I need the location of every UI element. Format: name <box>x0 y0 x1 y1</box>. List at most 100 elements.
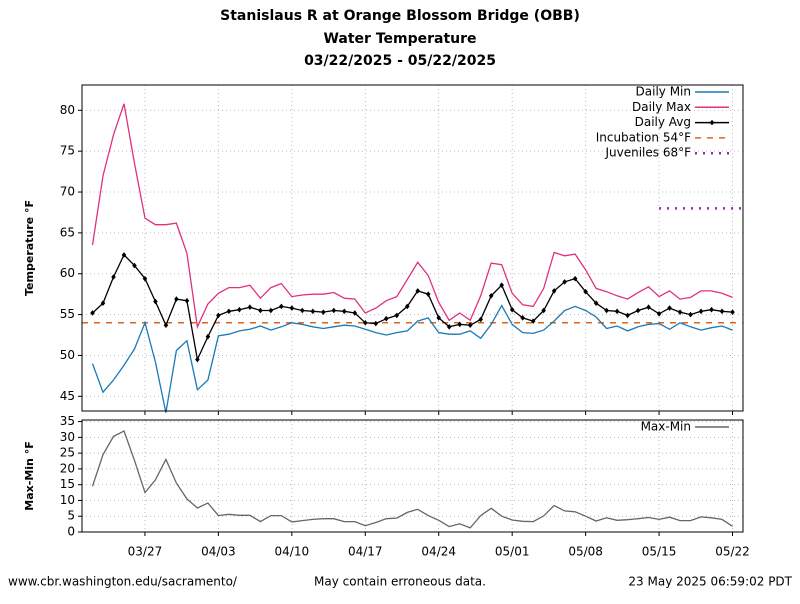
data-point <box>646 304 651 311</box>
data-point <box>457 321 463 328</box>
chart-title: Stanislaus R at Orange Blossom Bridge (O… <box>220 8 580 24</box>
data-point <box>174 296 179 302</box>
x-tick-label: 05/01 <box>495 545 530 559</box>
data-point <box>310 308 316 315</box>
data-point <box>373 320 379 327</box>
y-tick-label: 35 <box>60 414 75 428</box>
legend-label: Daily Max <box>632 100 691 114</box>
data-point <box>488 292 494 299</box>
data-point <box>667 305 672 311</box>
data-point <box>614 308 620 315</box>
series-line <box>91 304 733 413</box>
data-point <box>289 305 295 311</box>
date-range: 03/22/2025 - 05/22/2025 <box>304 53 496 69</box>
data-point <box>142 275 148 282</box>
series-line <box>91 430 733 529</box>
data-point <box>195 356 200 363</box>
data-point <box>509 306 515 313</box>
legend-label: Juveniles 68°F <box>604 146 691 160</box>
data-point <box>635 307 641 314</box>
footer-timestamp: 23 May 2025 06:59:02 PDT <box>628 575 792 589</box>
data-point <box>604 307 609 314</box>
data-point <box>709 306 714 313</box>
y-tick-label: 10 <box>60 493 75 507</box>
y-tick-label: 80 <box>60 103 75 117</box>
data-point <box>698 308 704 315</box>
footer-note: May contain erroneous data. <box>314 575 486 589</box>
data-point <box>237 306 242 313</box>
data-point <box>268 307 274 314</box>
x-tick-label: 04/24 <box>421 545 456 559</box>
data-point <box>446 324 452 330</box>
data-point <box>467 322 473 329</box>
data-point <box>551 288 557 294</box>
x-tick-label: 05/15 <box>642 545 677 559</box>
plot-frame <box>81 419 744 533</box>
data-point <box>730 309 735 315</box>
data-point <box>279 303 284 310</box>
y-tick-label: 50 <box>60 348 75 362</box>
y-tick-label: 75 <box>60 144 75 158</box>
data-point <box>572 275 578 282</box>
data-point <box>321 309 326 315</box>
x-tick-label: 05/08 <box>568 545 603 559</box>
data-point <box>625 312 630 319</box>
data-point <box>383 315 389 322</box>
data-point <box>436 315 442 321</box>
y-tick-label: 60 <box>60 266 75 280</box>
legend-label: Incubation 54°F <box>596 130 691 144</box>
data-point <box>404 303 410 310</box>
x-tick-label: 04/10 <box>275 545 310 559</box>
data-point <box>541 307 546 314</box>
data-point <box>688 311 693 318</box>
data-point <box>100 300 106 306</box>
data-point <box>226 308 232 315</box>
data-point <box>247 304 253 311</box>
series-line <box>92 253 733 362</box>
data-point <box>593 300 599 306</box>
data-point <box>258 307 263 314</box>
series-line <box>91 103 733 330</box>
data-point <box>163 322 169 329</box>
data-point <box>520 315 525 321</box>
y-tick-label: 20 <box>60 461 75 475</box>
y-tick-label: 30 <box>60 430 75 444</box>
data-point <box>331 307 337 314</box>
data-point <box>478 316 483 323</box>
y-tick-label: 25 <box>60 446 75 460</box>
data-point <box>562 279 567 285</box>
legend-label: Max-Min <box>641 420 691 434</box>
data-point <box>583 288 588 295</box>
legend-label: Daily Min <box>636 85 691 99</box>
plot-frame <box>81 84 744 412</box>
x-tick-label: 03/27 <box>128 545 163 559</box>
x-tick-label: 04/17 <box>348 545 383 559</box>
data-point <box>719 308 725 315</box>
y-tick-label: 55 <box>60 307 75 321</box>
data-point <box>362 319 368 326</box>
y-tick-label: 15 <box>60 477 75 491</box>
data-point <box>300 307 305 314</box>
x-tick-label: 04/03 <box>201 545 236 559</box>
data-point <box>656 310 662 317</box>
footer-url: www.cbr.washington.edu/sacramento/ <box>8 575 238 589</box>
legend-label: Daily Avg <box>635 115 691 129</box>
data-point <box>499 282 504 288</box>
data-point <box>153 298 158 305</box>
data-point <box>205 333 211 340</box>
y-tick-label: 5 <box>67 509 75 523</box>
data-point <box>90 310 95 316</box>
y-axis-label: Temperature °F <box>23 200 36 296</box>
data-point <box>425 291 431 297</box>
y-tick-label: 0 <box>67 525 75 539</box>
data-point <box>132 262 137 269</box>
data-point <box>342 308 347 315</box>
data-point <box>394 312 400 319</box>
x-tick-label: 05/22 <box>715 545 750 559</box>
data-point <box>184 297 190 304</box>
data-point <box>352 310 358 316</box>
y-tick-label: 70 <box>60 185 75 199</box>
y-tick-label: 65 <box>60 225 75 239</box>
data-point <box>677 309 683 315</box>
y-axis-label: Max-Min °F <box>23 441 36 510</box>
